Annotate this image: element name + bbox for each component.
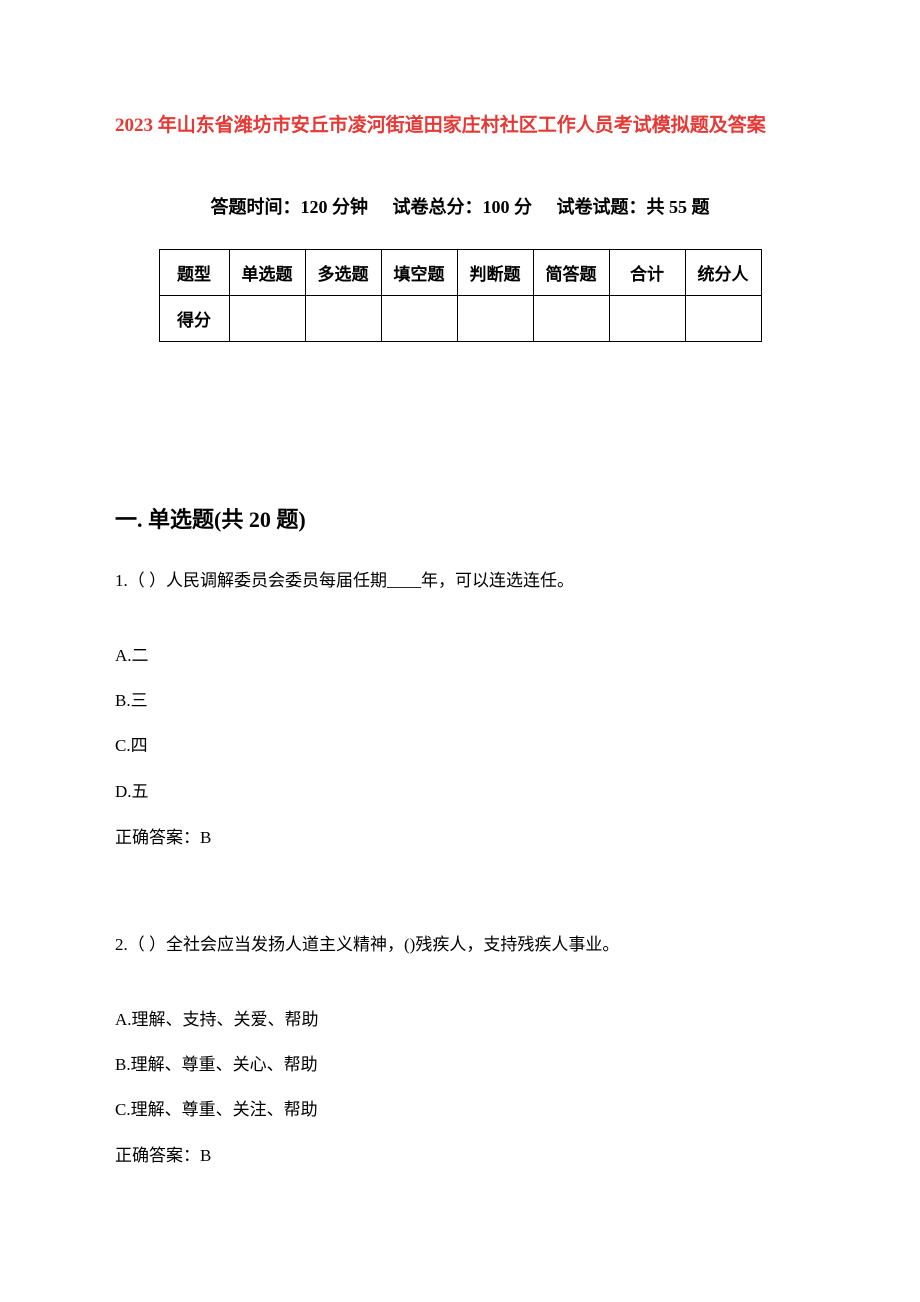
options-list: A.理解、支持、关爱、帮助 B.理解、尊重、关心、帮助 C.理解、尊重、关注、帮… — [115, 1006, 805, 1124]
question-stem: 2.（ ）全社会应当发扬人道主义精神，()残疾人，支持残疾人事业。 — [115, 928, 805, 962]
meta-score: 试卷总分：100 分 — [393, 197, 533, 217]
table-row: 得分 — [159, 296, 761, 342]
table-cell — [381, 296, 457, 342]
meta-time: 答题时间：120 分钟 — [211, 197, 369, 217]
table-cell: 得分 — [159, 296, 229, 342]
option-c: C.理解、尊重、关注、帮助 — [115, 1096, 805, 1123]
option-b: B.三 — [115, 687, 805, 714]
exam-meta: 答题时间：120 分钟 试卷总分：100 分 试卷试题：共 55 题 — [115, 193, 805, 219]
meta-count: 试卷试题：共 55 题 — [557, 197, 710, 217]
table-header-cell: 判断题 — [457, 250, 533, 296]
answer-line: 正确答案：B — [115, 823, 805, 848]
section-heading: 一. 单选题(共 20 题) — [115, 502, 805, 534]
table-header-cell: 题型 — [159, 250, 229, 296]
table-header-cell: 简答题 — [533, 250, 609, 296]
options-list: A.二 B.三 C.四 D.五 — [115, 642, 805, 805]
exam-title: 2023 年山东省潍坊市安丘市凌河街道田家庄村社区工作人员考试模拟题及答案 — [115, 110, 805, 137]
option-b: B.理解、尊重、关心、帮助 — [115, 1051, 805, 1078]
table-cell — [457, 296, 533, 342]
question-block: 1.（ ）人民调解委员会委员每届任期____年，可以连选连任。 A.二 B.三 … — [115, 564, 805, 848]
table-header-cell: 填空题 — [381, 250, 457, 296]
table-row: 题型 单选题 多选题 填空题 判断题 简答题 合计 统分人 — [159, 250, 761, 296]
table-cell — [229, 296, 305, 342]
option-d: D.五 — [115, 778, 805, 805]
answer-line: 正确答案：B — [115, 1141, 805, 1166]
score-table: 题型 单选题 多选题 填空题 判断题 简答题 合计 统分人 得分 — [159, 249, 762, 342]
question-block: 2.（ ）全社会应当发扬人道主义精神，()残疾人，支持残疾人事业。 A.理解、支… — [115, 928, 805, 1167]
table-header-cell: 单选题 — [229, 250, 305, 296]
table-cell — [609, 296, 685, 342]
table-header-cell: 统分人 — [685, 250, 761, 296]
table-header-cell: 合计 — [609, 250, 685, 296]
table-cell — [685, 296, 761, 342]
option-a: A.理解、支持、关爱、帮助 — [115, 1006, 805, 1033]
option-a: A.二 — [115, 642, 805, 669]
table-cell — [533, 296, 609, 342]
table-cell — [305, 296, 381, 342]
option-c: C.四 — [115, 732, 805, 759]
question-stem: 1.（ ）人民调解委员会委员每届任期____年，可以连选连任。 — [115, 564, 805, 598]
table-header-cell: 多选题 — [305, 250, 381, 296]
